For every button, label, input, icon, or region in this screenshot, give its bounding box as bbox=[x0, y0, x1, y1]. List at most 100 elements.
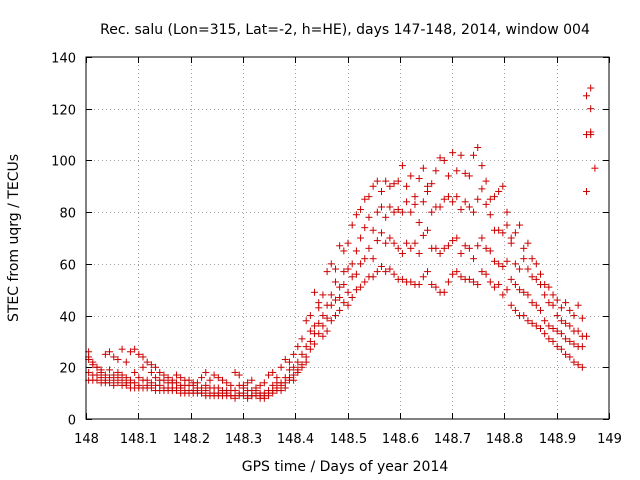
data-point bbox=[377, 262, 385, 270]
data-point bbox=[507, 234, 515, 242]
data-point bbox=[541, 317, 549, 325]
data-point bbox=[390, 208, 398, 216]
data-point bbox=[390, 180, 398, 188]
data-point bbox=[536, 270, 544, 278]
data-point bbox=[553, 312, 561, 320]
data-point bbox=[348, 221, 356, 229]
data-point bbox=[444, 193, 452, 201]
y-tick-label: 80 bbox=[59, 207, 76, 222]
data-point bbox=[516, 286, 524, 294]
data-point bbox=[239, 381, 247, 389]
data-point bbox=[398, 208, 406, 216]
data-point bbox=[269, 389, 277, 397]
data-point bbox=[331, 312, 339, 320]
data-point bbox=[495, 187, 503, 195]
data-point bbox=[499, 291, 507, 299]
data-point bbox=[269, 368, 277, 376]
data-point bbox=[135, 350, 143, 358]
data-point bbox=[520, 244, 528, 252]
x-tick-label: 148.3 bbox=[225, 432, 262, 447]
data-point bbox=[348, 260, 356, 268]
x-tick-label: 148.5 bbox=[330, 432, 367, 447]
data-point bbox=[541, 291, 549, 299]
data-point bbox=[273, 374, 281, 382]
data-point bbox=[566, 322, 574, 330]
data-point bbox=[311, 288, 319, 296]
data-point bbox=[386, 182, 394, 190]
data-point bbox=[361, 278, 369, 286]
data-point bbox=[114, 356, 122, 364]
data-point bbox=[147, 368, 155, 376]
data-point bbox=[352, 270, 360, 278]
y-tick-label: 140 bbox=[51, 52, 76, 67]
x-tick-labels: 148 148.1 148.2 148.3 148.4 148.5 148.6 148.7 14… bbox=[74, 432, 622, 447]
data-point bbox=[398, 162, 406, 170]
data-point bbox=[390, 239, 398, 247]
data-point bbox=[311, 322, 319, 330]
data-point bbox=[177, 374, 185, 382]
data-point bbox=[285, 366, 293, 374]
data-point bbox=[562, 335, 570, 343]
data-point bbox=[164, 374, 172, 382]
data-point bbox=[377, 229, 385, 237]
data-point bbox=[444, 242, 452, 250]
data-point bbox=[516, 265, 524, 273]
data-point bbox=[302, 317, 310, 325]
data-point bbox=[516, 221, 524, 229]
data-point bbox=[440, 244, 448, 252]
data-point bbox=[562, 319, 570, 327]
data-point bbox=[482, 270, 490, 278]
y-tick-label: 60 bbox=[59, 259, 76, 274]
data-point bbox=[277, 387, 285, 395]
data-point bbox=[244, 379, 252, 387]
data-point bbox=[407, 244, 415, 252]
data-point bbox=[578, 314, 586, 322]
data-point bbox=[499, 182, 507, 190]
data-point bbox=[486, 211, 494, 219]
data-point bbox=[490, 283, 498, 291]
data-point bbox=[415, 250, 423, 258]
data-point bbox=[382, 213, 390, 221]
data-point bbox=[386, 234, 394, 242]
data-point bbox=[545, 322, 553, 330]
data-point bbox=[566, 353, 574, 361]
data-point bbox=[344, 288, 352, 296]
data-point bbox=[532, 301, 540, 309]
x-tick-label: 148.9 bbox=[539, 432, 576, 447]
data-point bbox=[415, 218, 423, 226]
data-point bbox=[306, 312, 314, 320]
data-point bbox=[394, 206, 402, 214]
data-point bbox=[532, 322, 540, 330]
data-point bbox=[574, 301, 582, 309]
data-point bbox=[419, 198, 427, 206]
data-point bbox=[298, 335, 306, 343]
data-point bbox=[536, 306, 544, 314]
data-point bbox=[172, 371, 180, 379]
x-tick-label: 148.1 bbox=[120, 432, 157, 447]
data-point bbox=[587, 131, 595, 139]
data-point bbox=[583, 92, 591, 100]
data-point bbox=[231, 368, 239, 376]
data-point bbox=[478, 234, 486, 242]
data-point bbox=[131, 368, 139, 376]
data-point bbox=[106, 366, 114, 374]
data-point bbox=[231, 394, 239, 402]
data-point bbox=[499, 229, 507, 237]
data-point bbox=[361, 255, 369, 263]
data-point bbox=[348, 273, 356, 281]
data-point bbox=[131, 345, 139, 353]
data-point bbox=[214, 374, 222, 382]
data-point bbox=[440, 288, 448, 296]
data-point bbox=[290, 350, 298, 358]
data-point bbox=[411, 200, 419, 208]
chart-title: Rec. salu (Lon=315, Lat=-2, h=HE), days … bbox=[100, 22, 590, 38]
data-point bbox=[147, 384, 155, 392]
data-point bbox=[507, 275, 515, 283]
data-point bbox=[369, 226, 377, 234]
data-point bbox=[348, 293, 356, 301]
data-point bbox=[503, 208, 511, 216]
data-point bbox=[185, 376, 193, 384]
data-point bbox=[152, 363, 160, 371]
data-point bbox=[319, 291, 327, 299]
